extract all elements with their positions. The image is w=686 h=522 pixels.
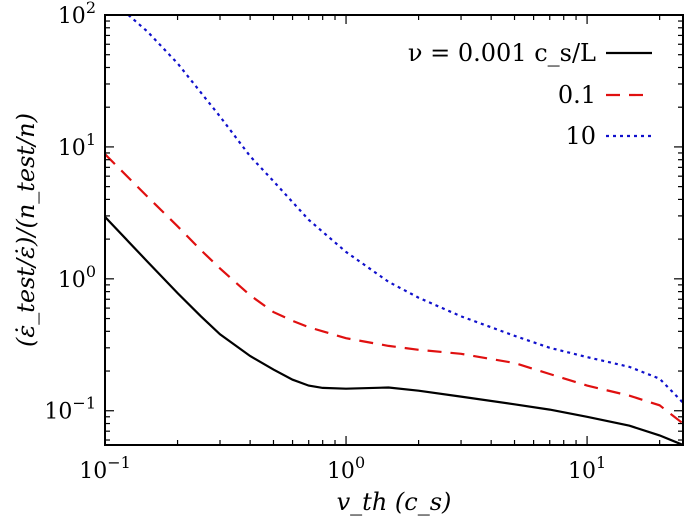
tick-layer: 10−1 100 101 10−1 100 101 102 [44,0,683,484]
plot-frame [104,14,684,446]
x-tick-label: 101 [568,453,606,484]
series-line-0 [105,216,683,445]
y-tick-label: 100 [58,262,96,293]
legend-label-1: 0.1 [558,81,596,109]
series-line-2 [127,15,683,404]
x-axis-label: v_th (c_s) [337,488,452,516]
y-axis-label: (ε̇_test/ε̇)/(n_test/n) [12,113,40,347]
y-tick-label: 101 [58,130,96,161]
series-line-1 [105,153,683,425]
y-tick-label: 10−1 [44,394,96,425]
legend-label-2: 10 [565,122,596,150]
x-tick-label: 100 [327,453,365,484]
plot-area [105,15,683,445]
legend-label-0: ν = 0.001 c_s/L [408,39,596,67]
legend: ν = 0.001 c_s/L 0.1 10 [408,39,652,150]
y-tick-label: 102 [58,0,96,29]
series-layer [105,15,683,445]
x-tick-label: 10−1 [79,453,131,484]
